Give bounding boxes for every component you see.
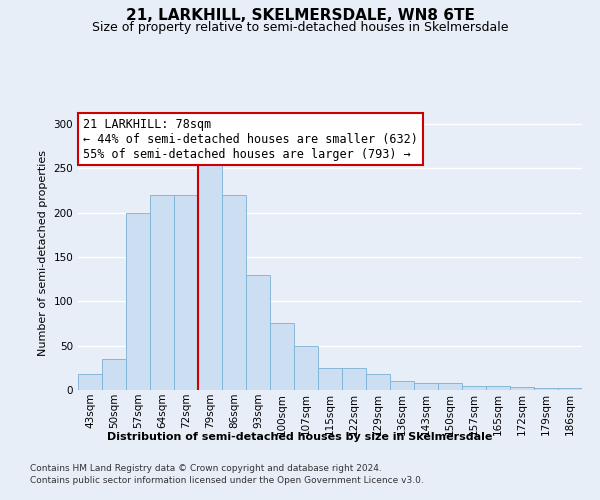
- Bar: [270, 324, 294, 390]
- Bar: [366, 374, 390, 390]
- Bar: [534, 388, 558, 390]
- Y-axis label: Number of semi-detached properties: Number of semi-detached properties: [38, 150, 48, 356]
- Text: 21, LARKHILL, SKELMERSDALE, WN8 6TE: 21, LARKHILL, SKELMERSDALE, WN8 6TE: [125, 8, 475, 22]
- Text: Contains public sector information licensed under the Open Government Licence v3: Contains public sector information licen…: [30, 476, 424, 485]
- Text: Size of property relative to semi-detached houses in Skelmersdale: Size of property relative to semi-detach…: [92, 21, 508, 34]
- Bar: [390, 381, 414, 390]
- Text: Distribution of semi-detached houses by size in Skelmersdale: Distribution of semi-detached houses by …: [107, 432, 493, 442]
- Bar: [414, 383, 438, 390]
- Bar: [222, 195, 246, 390]
- Bar: [126, 212, 150, 390]
- Bar: [78, 374, 102, 390]
- Bar: [150, 195, 174, 390]
- Bar: [318, 368, 342, 390]
- Bar: [438, 383, 462, 390]
- Bar: [510, 388, 534, 390]
- Bar: [294, 346, 318, 390]
- Text: Contains HM Land Registry data © Crown copyright and database right 2024.: Contains HM Land Registry data © Crown c…: [30, 464, 382, 473]
- Bar: [342, 368, 366, 390]
- Bar: [174, 195, 198, 390]
- Bar: [246, 274, 270, 390]
- Bar: [198, 160, 222, 390]
- Bar: [486, 386, 510, 390]
- Bar: [558, 388, 582, 390]
- Bar: [462, 386, 486, 390]
- Text: 21 LARKHILL: 78sqm
← 44% of semi-detached houses are smaller (632)
55% of semi-d: 21 LARKHILL: 78sqm ← 44% of semi-detache…: [83, 118, 418, 161]
- Bar: [102, 359, 126, 390]
